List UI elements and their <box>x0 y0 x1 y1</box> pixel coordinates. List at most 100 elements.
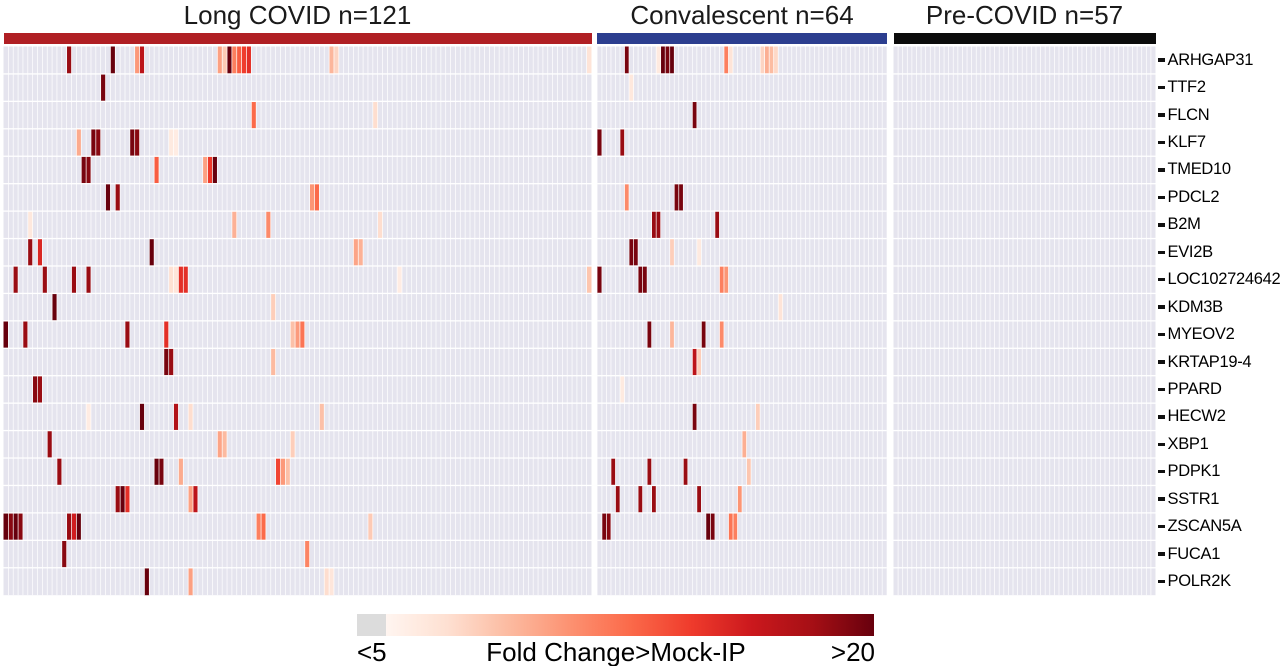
heatmap-cell <box>733 512 738 541</box>
heatmap-cell <box>764 46 770 74</box>
heatmap-cell <box>178 265 184 294</box>
heatmap-cell <box>173 128 179 157</box>
row-label: KLF7 <box>1167 133 1207 152</box>
row-label: MYEOV2 <box>1167 325 1235 344</box>
heatmap-cell <box>329 567 334 596</box>
group-title-long-covid: Long COVID n=121 <box>183 0 412 30</box>
heatmap-cell <box>71 512 77 541</box>
heatmap-cell <box>629 238 634 266</box>
heatmap-cell <box>692 348 697 376</box>
heatmap-cell <box>129 128 135 157</box>
heatmap-cell <box>95 128 101 157</box>
heatmap-cell <box>207 156 213 184</box>
row-label: KDM3B <box>1167 297 1224 316</box>
heatmap-cell <box>746 458 752 486</box>
group-bar-convalescent <box>597 33 887 44</box>
row-tick <box>1157 168 1165 172</box>
row-tick <box>1157 85 1165 90</box>
row-label: PDPK1 <box>1167 462 1221 481</box>
row-tick <box>1157 497 1165 501</box>
row-tick <box>1157 305 1165 309</box>
heatmap-cell <box>3 320 9 349</box>
heatmap-cell <box>265 211 271 239</box>
heatmap-cell <box>674 183 679 212</box>
heatmap-cell <box>620 128 625 157</box>
heatmap-cell <box>139 46 145 74</box>
heatmap-cell <box>638 265 643 294</box>
heatmap-cell <box>105 183 111 212</box>
heatmap-cell <box>168 348 174 376</box>
heatmap-cell <box>188 567 194 596</box>
heatmap-cell <box>647 458 652 486</box>
heatmap-cell <box>737 485 743 513</box>
heatmap-cell <box>110 46 116 74</box>
heatmap-cell <box>586 46 592 74</box>
heatmap-cell <box>333 46 339 74</box>
heatmap-cell <box>52 293 57 321</box>
heatmap-cell <box>27 211 33 239</box>
heatmap-cell <box>723 46 729 74</box>
row-label: ARHGAP31 <box>1167 50 1254 69</box>
heatmap-cell <box>222 430 228 459</box>
heatmap-cell <box>86 156 91 184</box>
heatmap-cell <box>638 485 643 513</box>
group-bar-pre-covid <box>893 33 1156 44</box>
heatmap-cell <box>656 211 661 239</box>
heatmap-cell <box>173 265 179 294</box>
heatmap-cell <box>124 320 130 349</box>
heatmap-cell <box>615 485 620 513</box>
row-label: LOC102724642 <box>1167 270 1280 289</box>
heatmap-cell <box>755 403 761 431</box>
row-label: XBP1 <box>1167 434 1209 453</box>
heatmap-cell <box>100 73 106 102</box>
heatmap-cell <box>173 403 179 431</box>
heatmap-cell <box>290 320 296 349</box>
heatmap-cell <box>13 265 19 294</box>
colorbar-below-min-block <box>357 614 386 636</box>
heatmap-cell <box>18 512 23 541</box>
heatmap-cell <box>660 46 666 74</box>
heatmap-cell <box>241 46 247 74</box>
heatmap-cell <box>778 293 783 321</box>
heatmap-cell <box>299 320 305 349</box>
heatmap-cell <box>647 320 652 349</box>
colorbar-max-label: >20 <box>830 637 875 666</box>
heatmap-cell <box>231 211 237 239</box>
heatmap-cell <box>728 512 734 541</box>
heatmap-cell <box>159 458 164 486</box>
heatmap-cell <box>32 375 38 404</box>
heatmap-cell <box>285 458 291 486</box>
heatmap-cell <box>154 458 159 486</box>
heatmap-cell <box>610 458 616 486</box>
heatmap-cell <box>8 512 14 541</box>
heatmap-cell <box>56 458 62 486</box>
row-tick <box>1157 524 1165 529</box>
heatmap-cell <box>367 512 373 541</box>
heatmap-cell <box>586 265 592 294</box>
heatmap-cell <box>275 458 281 486</box>
heatmap-cell <box>115 183 121 212</box>
colorbar-gradient <box>386 614 874 636</box>
heatmap-cell <box>261 512 266 541</box>
heatmap-cell <box>597 265 602 294</box>
heatmap-cell <box>295 320 300 349</box>
heatmap-cell <box>705 512 711 541</box>
heatmap-cell <box>701 320 706 349</box>
heatmap-cell <box>597 128 602 157</box>
heatmap-cell <box>723 265 729 294</box>
row-label: FUCA1 <box>1167 544 1221 563</box>
row-tick <box>1157 250 1165 254</box>
heatmap-cell <box>696 348 702 376</box>
row-label: KRTAP19-4 <box>1167 352 1252 371</box>
heatmap-cell <box>61 540 67 568</box>
heatmap-cell <box>314 183 320 212</box>
heatmap-cell <box>144 567 150 596</box>
heatmap-cell <box>319 403 325 431</box>
heatmap-cell <box>728 46 734 74</box>
heatmap-cell <box>678 183 684 212</box>
heatmap-cell <box>115 485 121 513</box>
heatmap-cell <box>188 403 194 431</box>
heatmap-cell <box>66 512 72 541</box>
row-label: TMED10 <box>1167 160 1232 179</box>
